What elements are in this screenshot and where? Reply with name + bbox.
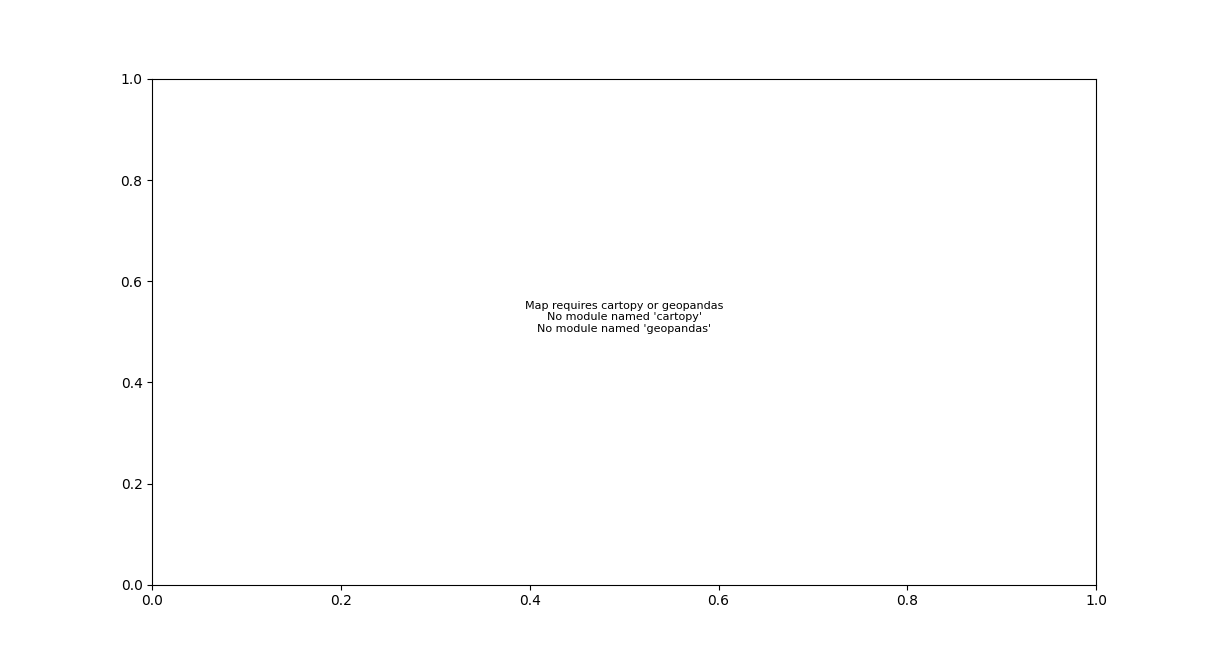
Text: Map requires cartopy or geopandas
No module named 'cartopy'
No module named 'geo: Map requires cartopy or geopandas No mod… bbox=[525, 301, 723, 334]
